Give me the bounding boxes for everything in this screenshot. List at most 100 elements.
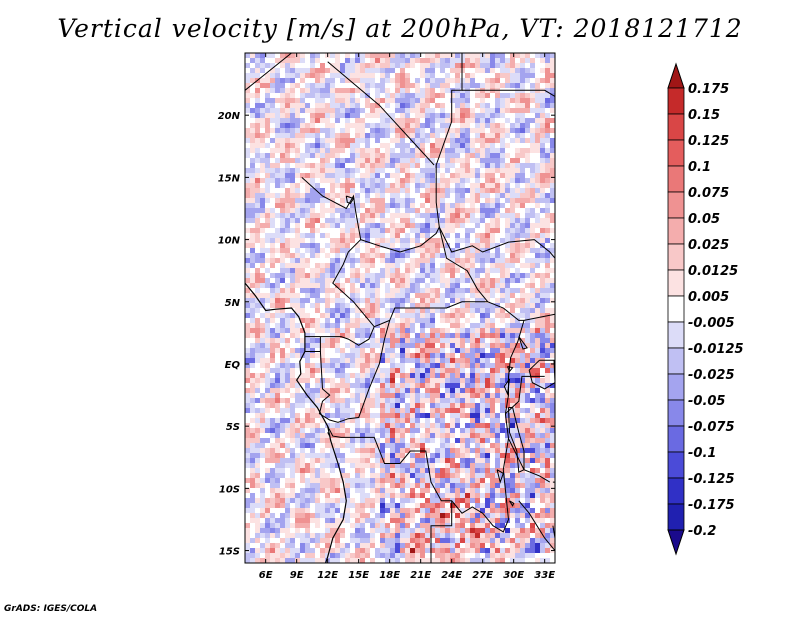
field-cell — [360, 203, 365, 208]
field-cell — [525, 178, 530, 183]
field-cell — [395, 213, 400, 218]
field-cell — [435, 318, 440, 323]
field-cell — [315, 263, 320, 268]
field-cell — [400, 333, 405, 338]
field-cell — [425, 83, 430, 88]
field-cell — [270, 93, 275, 98]
field-cell — [485, 148, 490, 153]
field-cell — [270, 258, 275, 263]
field-cell — [440, 333, 445, 338]
field-cell — [520, 283, 525, 288]
field-cell — [455, 398, 460, 403]
field-cell — [520, 58, 525, 63]
field-cell — [470, 163, 475, 168]
field-cell — [345, 173, 350, 178]
field-cell — [455, 293, 460, 298]
field-cell — [380, 263, 385, 268]
field-cell — [475, 118, 480, 123]
field-cell — [520, 423, 525, 428]
field-cell — [405, 418, 410, 423]
field-cell — [270, 363, 275, 368]
field-cell — [550, 243, 555, 248]
field-cell — [245, 263, 250, 268]
field-cell — [350, 188, 355, 193]
field-cell — [275, 68, 280, 73]
field-cell — [290, 268, 295, 273]
field-cell — [340, 428, 345, 433]
field-cell — [340, 333, 345, 338]
field-cell — [505, 143, 510, 148]
field-cell — [380, 173, 385, 178]
field-cell — [345, 423, 350, 428]
field-cell — [320, 428, 325, 433]
field-cell — [285, 318, 290, 323]
field-cell — [390, 173, 395, 178]
field-cell — [515, 388, 520, 393]
field-cell — [300, 388, 305, 393]
field-cell — [410, 308, 415, 313]
field-cell — [340, 213, 345, 218]
field-cell — [245, 248, 250, 253]
field-cell — [520, 343, 525, 348]
field-cell — [455, 68, 460, 73]
field-cell — [470, 83, 475, 88]
field-cell — [535, 173, 540, 178]
field-cell — [415, 248, 420, 253]
field-cell — [265, 228, 270, 233]
field-cell — [285, 233, 290, 238]
field-cell — [370, 98, 375, 103]
field-cell — [335, 393, 340, 398]
field-cell — [270, 68, 275, 73]
field-cell — [450, 448, 455, 453]
field-cell — [450, 368, 455, 373]
field-cell — [245, 318, 250, 323]
field-cell — [425, 343, 430, 348]
field-cell — [345, 353, 350, 358]
field-cell — [450, 83, 455, 88]
field-cell — [385, 333, 390, 338]
field-cell — [455, 263, 460, 268]
field-cell — [520, 228, 525, 233]
field-cell — [300, 273, 305, 278]
field-cell — [295, 263, 300, 268]
field-cell — [310, 363, 315, 368]
field-cell — [310, 453, 315, 458]
field-cell — [305, 258, 310, 263]
field-cell — [275, 253, 280, 258]
field-cell — [450, 73, 455, 78]
field-cell — [365, 328, 370, 333]
field-cell — [265, 93, 270, 98]
field-cell — [465, 153, 470, 158]
field-cell — [535, 93, 540, 98]
field-cell — [435, 223, 440, 228]
field-cell — [375, 233, 380, 238]
field-cell — [420, 198, 425, 203]
field-cell — [505, 113, 510, 118]
field-cell — [410, 183, 415, 188]
field-cell — [325, 238, 330, 243]
field-cell — [305, 263, 310, 268]
field-cell — [380, 293, 385, 298]
field-cell — [295, 223, 300, 228]
field-cell — [510, 108, 515, 113]
field-cell — [460, 348, 465, 353]
field-cell — [550, 368, 555, 373]
field-cell — [460, 198, 465, 203]
field-cell — [370, 63, 375, 68]
field-cell — [390, 423, 395, 428]
field-cell — [270, 423, 275, 428]
field-cell — [310, 378, 315, 383]
field-cell — [365, 303, 370, 308]
field-cell — [540, 213, 545, 218]
field-cell — [475, 183, 480, 188]
field-cell — [360, 268, 365, 273]
field-cell — [495, 203, 500, 208]
field-cell — [370, 373, 375, 378]
field-cell — [490, 398, 495, 403]
field-cell — [295, 183, 300, 188]
field-cell — [310, 123, 315, 128]
field-cell — [540, 228, 545, 233]
field-cell — [255, 398, 260, 403]
field-cell — [445, 328, 450, 333]
field-cell — [505, 293, 510, 298]
